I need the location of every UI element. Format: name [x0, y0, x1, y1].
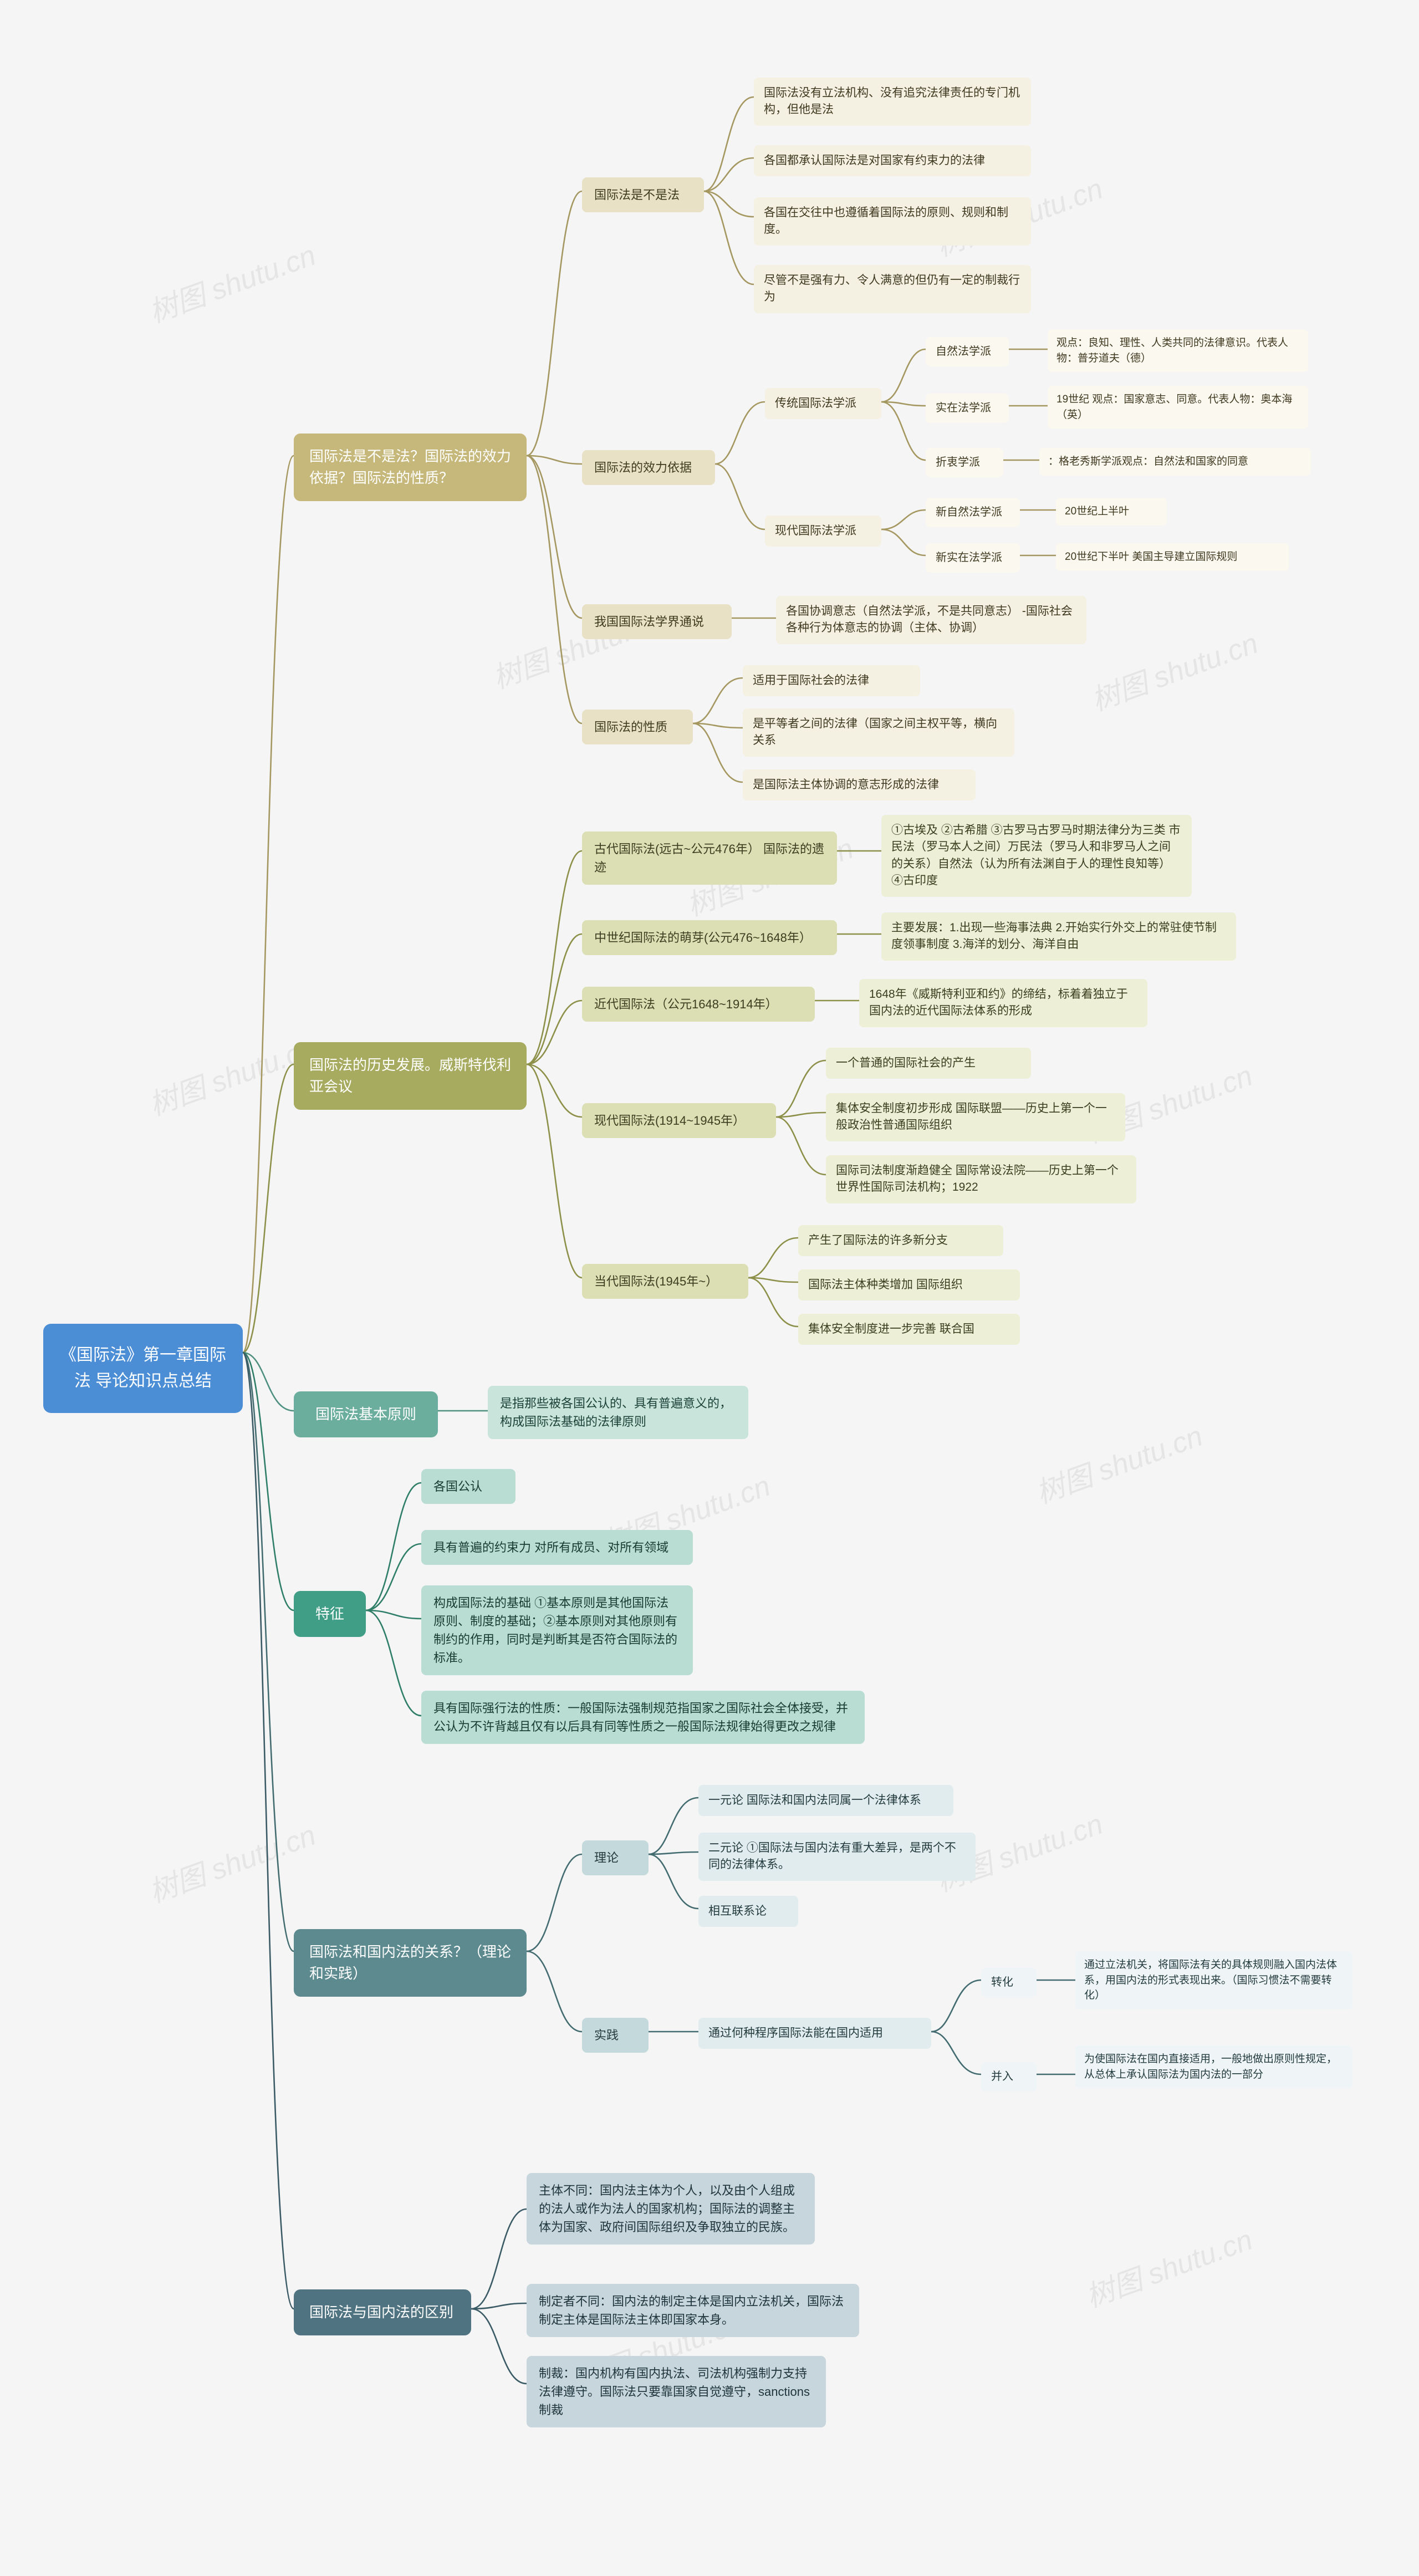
watermark: 树图 shutu.cn — [1079, 2216, 1258, 2315]
b1-b-t-2[interactable]: 折衷学派 — [926, 448, 1003, 477]
b1-b-t-1[interactable]: 实在法学派 — [926, 394, 1009, 423]
b5-t-2[interactable]: 相互联系论 — [698, 1896, 798, 1927]
b2-c5[interactable]: 当代国际法(1945年~） — [582, 1264, 748, 1299]
b2-node[interactable]: 国际法的历史发展。威斯特伐利亚会议 — [294, 1042, 527, 1110]
b1-c-d[interactable]: 各国协调意志（自然法学派，不是共同意志） -国际社会各种行为体意志的协调（主体、… — [776, 596, 1086, 644]
b5-t[interactable]: 理论 — [582, 1840, 649, 1875]
b2-c3[interactable]: 近代国际法（公元1648~1914年） — [582, 987, 815, 1022]
b5-t-0[interactable]: 一元论 国际法和国内法同属一个法律体系 — [698, 1785, 953, 1816]
b5-node[interactable]: 国际法和国内法的关系？（理论和实践） — [294, 1929, 527, 1997]
b6-node[interactable]: 国际法与国内法的区别 — [294, 2289, 471, 2335]
watermark: 树图 shutu.cn — [142, 232, 321, 330]
watermark: 树图 shutu.cn — [1085, 620, 1263, 718]
root-node[interactable]: 《国际法》第一章国际法 导论知识点总结 — [43, 1324, 243, 1413]
b4-0[interactable]: 各国公认 — [421, 1469, 515, 1504]
b2-c1-d[interactable]: ①古埃及 ②古希腊 ③古罗马古罗马时期法律分为三类 市民法（罗马本人之间）万民法… — [881, 815, 1192, 897]
watermark: 树图 shutu.cn — [142, 1812, 321, 1910]
b1-d-2[interactable]: 是国际法主体协调的意志形成的法律 — [743, 769, 976, 800]
b2-c5-0[interactable]: 产生了国际法的许多新分支 — [798, 1225, 1003, 1256]
b1-b[interactable]: 国际法的效力依据 — [582, 450, 715, 485]
b5-p-s-0-d[interactable]: 通过立法机关，将国际法有关的具体规则融入国内法体系，用国内法的形式表现出来。（国… — [1075, 1951, 1352, 2009]
b2-c1[interactable]: 古代国际法(远古~公元476年） 国际法的遗迹 — [582, 832, 837, 885]
b5-t-1[interactable]: 二元论 ①国际法与国内法有重大差异，是两个不同的法律体系。 — [698, 1833, 976, 1881]
b1-a-0[interactable]: 国际法没有立法机构、没有追究法律责任的专门机构，但他是法 — [754, 78, 1031, 126]
b5-p-s-1-d[interactable]: 为使国际法在国内直接适用，一般地做出原则性规定，从总体上承认国际法为国内法的一部… — [1075, 2046, 1352, 2088]
b4-3[interactable]: 具有国际强行法的性质：一般国际法强制规范指国家之国际社会全体接受，并公认为不许背… — [421, 1691, 865, 1744]
b1-node[interactable]: 国际法是不是法？国际法的效力依据？国际法的性质？ — [294, 433, 527, 501]
b4-1[interactable]: 具有普遍的约束力 对所有成员、对所有领域 — [421, 1530, 693, 1565]
b3-d[interactable]: 是指那些被各国公认的、具有普遍意义的，构成国际法基础的法律原则 — [488, 1386, 748, 1439]
b1-b-t[interactable]: 传统国际法学派 — [765, 388, 881, 419]
b2-c4[interactable]: 现代国际法(1914~1945年） — [582, 1103, 776, 1138]
b2-c2[interactable]: 中世纪国际法的萌芽(公元476~1648年） — [582, 920, 837, 955]
b1-b-m[interactable]: 现代国际法学派 — [765, 516, 881, 547]
b1-c[interactable]: 我国国际法学界通说 — [582, 604, 732, 639]
b4-node[interactable]: 特征 — [294, 1591, 366, 1637]
b1-a-1[interactable]: 各国都承认国际法是对国家有约束力的法律 — [754, 145, 1031, 176]
b1-b-t-0-d[interactable]: 观点：良知、理性、人类共同的法律意识。代表人物：普芬道夫（德） — [1048, 329, 1308, 372]
b1-d-1[interactable]: 是平等者之间的法律（国家之间主权平等，横向关系 — [743, 708, 1014, 757]
b2-c5-1[interactable]: 国际法主体种类增加 国际组织 — [798, 1269, 1020, 1300]
b4-2[interactable]: 构成国际法的基础 ①基本原则是其他国际法原则、制度的基础；②基本原则对其他原则有… — [421, 1585, 693, 1675]
watermark: 树图 shutu.cn — [1029, 1412, 1208, 1511]
b1-a-3[interactable]: 尽管不是强有力、令人满意的但仍有一定的制裁行为 — [754, 265, 1031, 313]
b1-a[interactable]: 国际法是不是法 — [582, 177, 704, 212]
b1-d[interactable]: 国际法的性质 — [582, 710, 693, 744]
b1-b-m-1-d[interactable]: 20世纪下半叶 美国主导建立国际规则 — [1056, 543, 1289, 571]
b1-b-m-0-d[interactable]: 20世纪上半叶 — [1056, 498, 1167, 526]
b1-a-2[interactable]: 各国在交往中也遵循着国际法的原则、规则和制度。 — [754, 197, 1031, 246]
b1-b-m-0[interactable]: 新自然法学派 — [926, 498, 1020, 527]
b5-p-s[interactable]: 通过何种程序国际法能在国内适用 — [698, 2018, 931, 2049]
b6-0[interactable]: 主体不同：国内法主体为个人，以及由个人组成的法人或作为法人的国家机构；国际法的调… — [527, 2173, 815, 2245]
b2-c4-0[interactable]: 一个普通的国际社会的产生 — [826, 1048, 1031, 1079]
b2-c4-1[interactable]: 集体安全制度初步形成 国际联盟——历史上第一个一般政治性普通国际组织 — [826, 1093, 1125, 1141]
b2-c5-2[interactable]: 集体安全制度进一步完善 联合国 — [798, 1314, 1020, 1345]
b1-b-m-1[interactable]: 新实在法学派 — [926, 543, 1020, 573]
b2-c2-d[interactable]: 主要发展：1.出现一些海事法典 2.开始实行外交上的常驻使节制度领事制度 3.海… — [881, 912, 1236, 961]
b2-c3-d[interactable]: 1648年《威斯特利亚和约》的缔结，标着着独立于国内法的近代国际法体系的形成 — [859, 979, 1147, 1027]
b2-c4-2[interactable]: 国际司法制度渐趋健全 国际常设法院——历史上第一个世界性国际司法机构；1922 — [826, 1155, 1136, 1203]
b1-b-t-0[interactable]: 自然法学派 — [926, 337, 1009, 366]
b1-d-0[interactable]: 适用于国际社会的法律 — [743, 665, 920, 696]
b5-p[interactable]: 实践 — [582, 2018, 649, 2053]
b5-p-s-1[interactable]: 并入 — [981, 2062, 1037, 2092]
b6-2[interactable]: 制裁：国内机构有国内执法、司法机构强制力支持法律遵守。国际法只要靠国家自觉遵守，… — [527, 2356, 826, 2427]
b1-b-t-1-d[interactable]: 19世纪 观点：国家意志、同意。代表人物：奥本海（英） — [1048, 386, 1308, 429]
b5-p-s-0[interactable]: 转化 — [981, 1968, 1037, 1997]
b1-b-t-2-d[interactable]: ：格老秀斯学派观点：自然法和国家的同意 — [1039, 448, 1311, 476]
b6-1[interactable]: 制定者不同：国内法的制定主体是国内立法机关，国际法制定主体是国际法主体即国家本身… — [527, 2284, 859, 2337]
b3-node[interactable]: 国际法基本原则 — [294, 1391, 438, 1437]
